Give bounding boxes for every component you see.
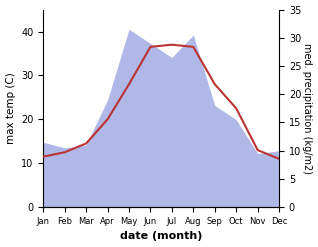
Y-axis label: med. precipitation (kg/m2): med. precipitation (kg/m2) — [302, 43, 313, 174]
Y-axis label: max temp (C): max temp (C) — [5, 72, 16, 144]
X-axis label: date (month): date (month) — [120, 231, 202, 242]
